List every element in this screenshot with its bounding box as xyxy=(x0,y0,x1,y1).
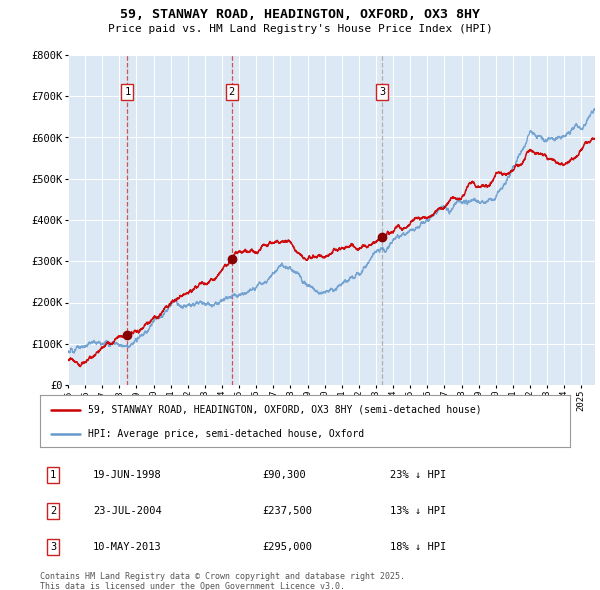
Text: £90,300: £90,300 xyxy=(263,470,307,480)
Text: £295,000: £295,000 xyxy=(263,542,313,552)
Text: 2: 2 xyxy=(229,87,235,97)
Text: 2: 2 xyxy=(50,506,56,516)
Text: This data is licensed under the Open Government Licence v3.0.: This data is licensed under the Open Gov… xyxy=(40,582,345,590)
Text: 1: 1 xyxy=(124,87,130,97)
Text: HPI: Average price, semi-detached house, Oxford: HPI: Average price, semi-detached house,… xyxy=(88,429,364,439)
Text: 1: 1 xyxy=(50,470,56,480)
Text: 59, STANWAY ROAD, HEADINGTON, OXFORD, OX3 8HY: 59, STANWAY ROAD, HEADINGTON, OXFORD, OX… xyxy=(120,8,480,21)
Text: 3: 3 xyxy=(50,542,56,552)
Text: Contains HM Land Registry data © Crown copyright and database right 2025.: Contains HM Land Registry data © Crown c… xyxy=(40,572,405,581)
Text: 23-JUL-2004: 23-JUL-2004 xyxy=(93,506,162,516)
Text: £237,500: £237,500 xyxy=(263,506,313,516)
Text: Price paid vs. HM Land Registry's House Price Index (HPI): Price paid vs. HM Land Registry's House … xyxy=(107,24,493,34)
Text: 13% ↓ HPI: 13% ↓ HPI xyxy=(390,506,446,516)
Text: 10-MAY-2013: 10-MAY-2013 xyxy=(93,542,162,552)
Text: 23% ↓ HPI: 23% ↓ HPI xyxy=(390,470,446,480)
Text: 59, STANWAY ROAD, HEADINGTON, OXFORD, OX3 8HY (semi-detached house): 59, STANWAY ROAD, HEADINGTON, OXFORD, OX… xyxy=(88,405,481,415)
Text: 19-JUN-1998: 19-JUN-1998 xyxy=(93,470,162,480)
Text: 3: 3 xyxy=(379,87,385,97)
Text: 18% ↓ HPI: 18% ↓ HPI xyxy=(390,542,446,552)
